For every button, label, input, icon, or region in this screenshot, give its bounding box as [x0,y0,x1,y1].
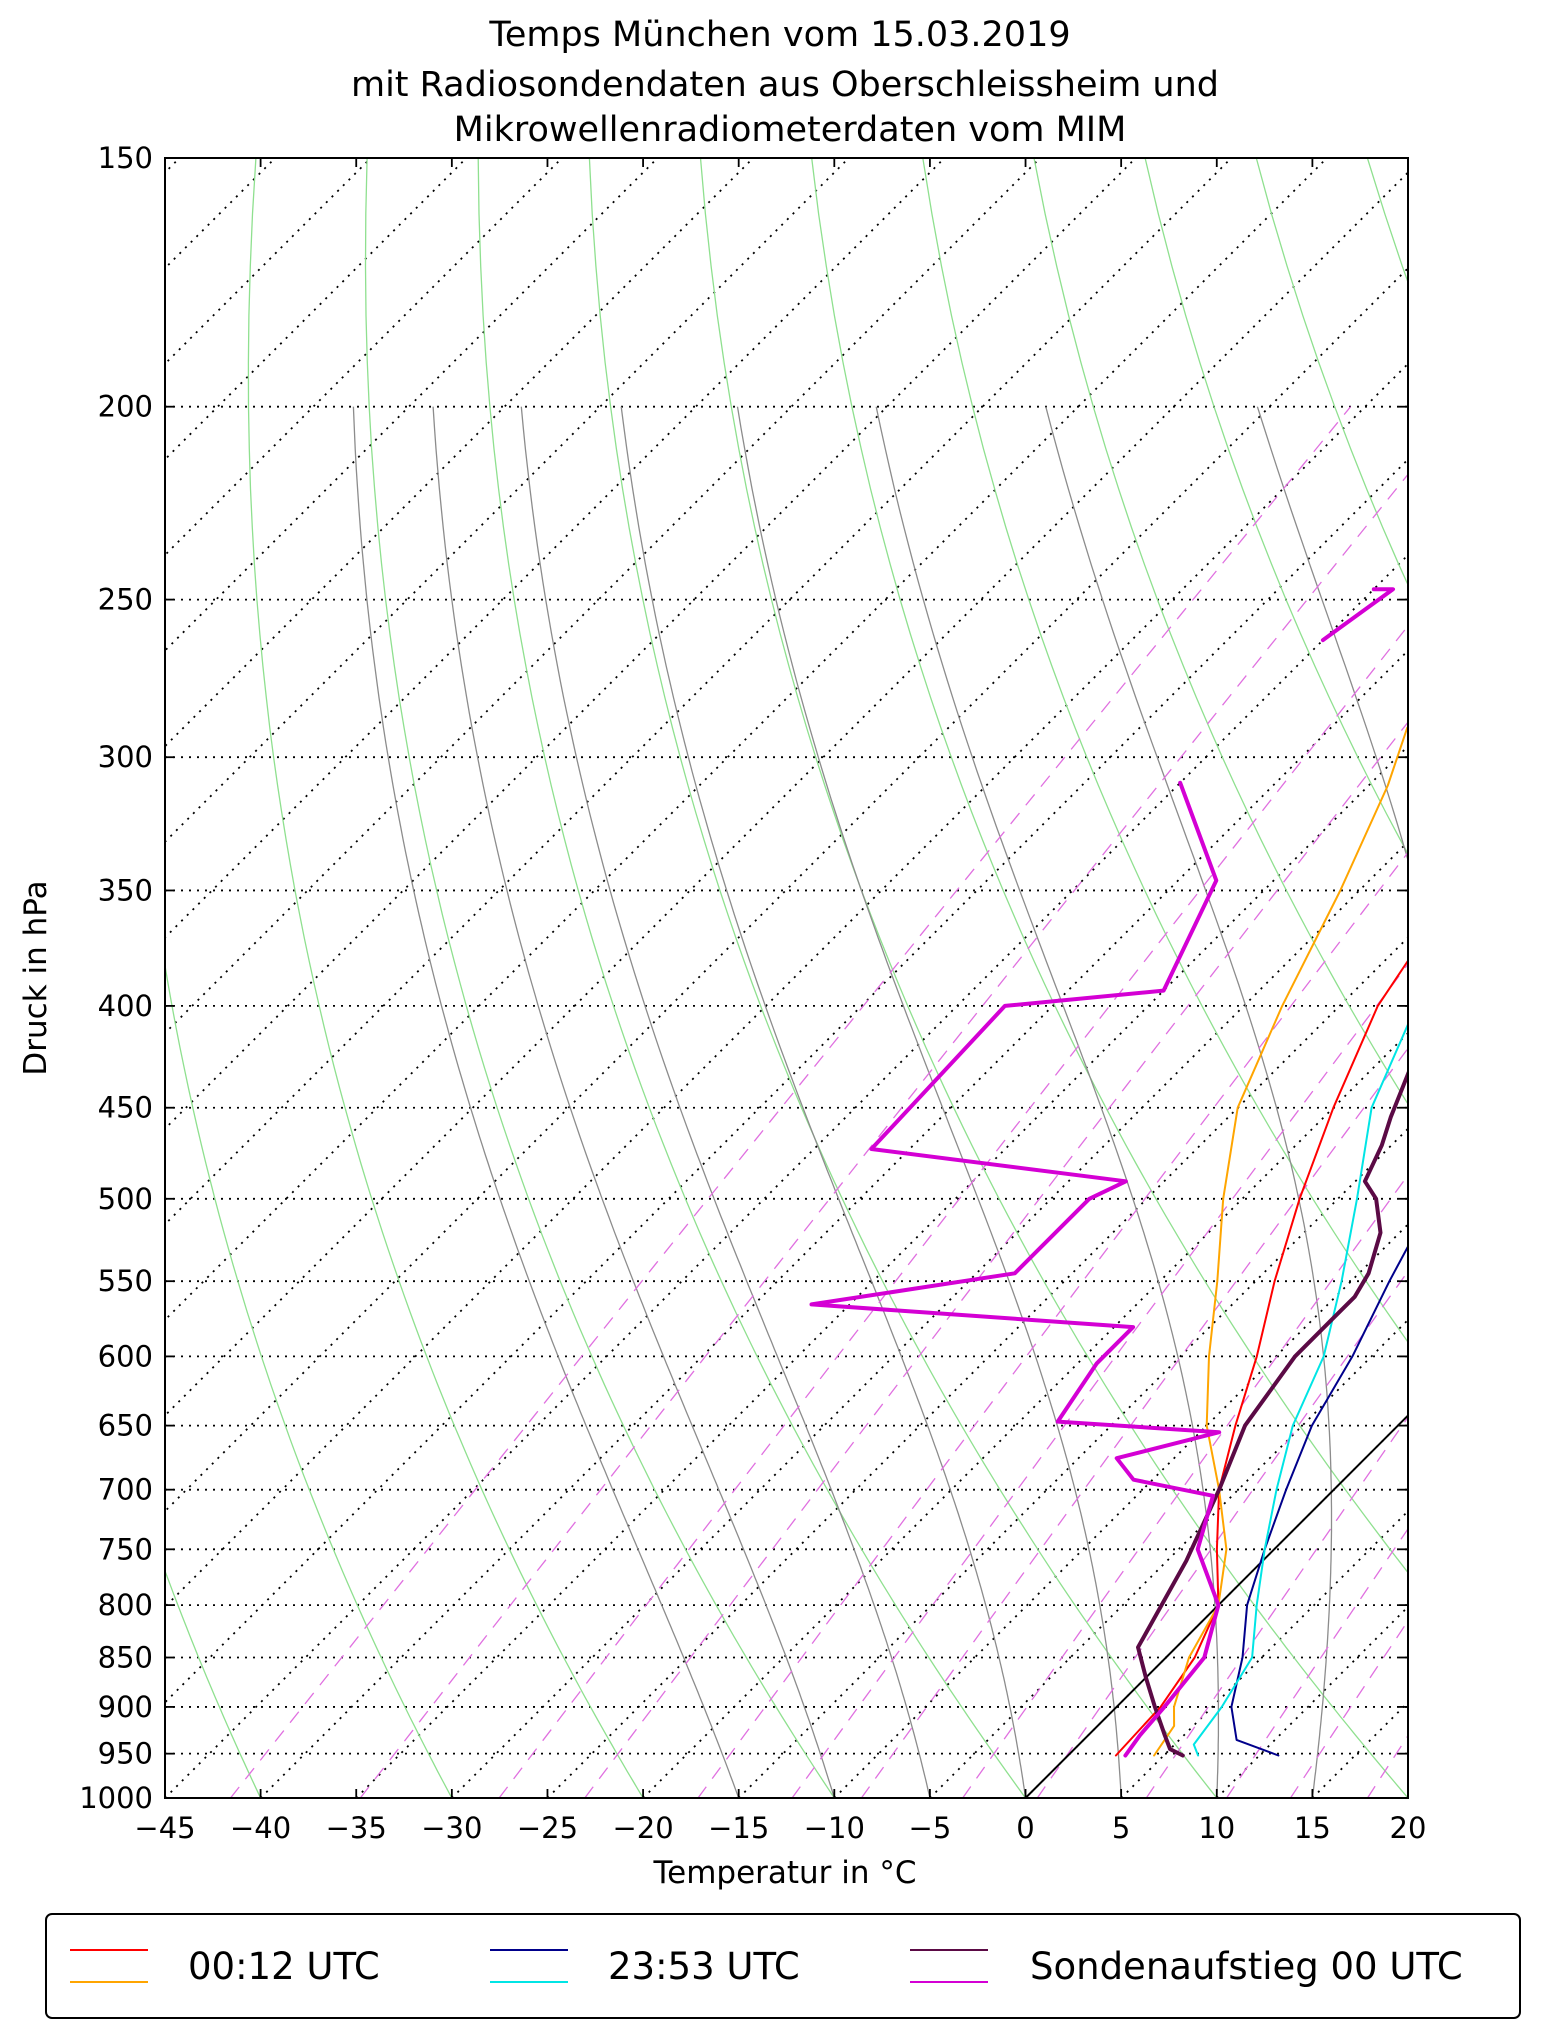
x-tick-label: 5 [1112,1811,1130,1845]
legend-box [45,1913,1521,2019]
mixing-ratio-line [791,963,1408,1798]
y-tick-label: 550 [98,1264,153,1298]
data-series [809,587,1408,1758]
dry-adiabat [1033,158,1408,1106]
y-tick-label: 300 [98,740,153,774]
legend-label: 00:12 UTC [188,1945,380,1988]
y-tick-label: 500 [98,1182,153,1216]
y-tick-label: 700 [98,1473,153,1507]
moist-adiabat [620,406,1027,1798]
plot-background [165,158,1408,1798]
mixing-ratio-line [359,473,1408,1798]
dry-adiabat [165,1569,262,1798]
y-tick-label: 900 [98,1690,153,1724]
dry-adiabat [165,961,453,1798]
x-tick-label: −45 [134,1811,195,1845]
x-tick-label: −15 [708,1811,769,1845]
mixing-ratio-line [584,721,1408,1798]
x-tick-label: −20 [612,1811,673,1845]
dry-adiabat [247,158,644,1798]
moist-adiabat [1256,406,1408,1798]
x-tick-label: 20 [1390,1811,1427,1845]
legend-label: Sondenaufstieg 00 UTC [1030,1945,1463,1988]
y-axis-label: Druck in hPa [18,880,54,1075]
moist-adiabat [1504,407,1542,1798]
y-tick-label: 600 [98,1339,153,1373]
mixing-ratio-line [1430,407,1542,1798]
x-tick-label: −10 [804,1811,865,1845]
chart-title-line-3: Mikrowellenradiometerdaten vom MIM [454,110,1127,150]
series-line [1320,587,1395,643]
y-tick-label: 250 [98,583,153,617]
y-tick-label: 750 [98,1532,153,1566]
y-tick-label: 950 [98,1737,153,1771]
x-tick-label: −30 [421,1811,482,1845]
mixing-ratio-line [498,624,1408,1798]
mixing-ratio-line [1145,1416,1408,1798]
moist-adiabat [875,406,1220,1798]
y-tick-label: 200 [98,390,153,424]
mixing-ratio-line [1289,1619,1408,1798]
y-tick-label: 150 [98,141,153,175]
dry-adiabat [699,158,1408,1798]
series-line [1230,1244,1408,1757]
legend-label: 23:53 UTC [608,1945,800,1988]
y-tick-label: 450 [98,1091,153,1125]
dry-adiabat [588,158,1218,1798]
x-tick-label: −40 [230,1811,291,1845]
x-tick-label: −5 [909,1811,952,1845]
chart-title-line-2: mit Radiosondendaten aus Oberschleisshei… [351,65,1219,105]
legend: 00:12 UTC 23:53 UTC Sondenaufstieg 00 UTC [45,1913,1521,2019]
zero-degree-isotherm [1024,1414,1408,1798]
y-tick-label: 400 [98,989,153,1023]
moist-adiabat [432,406,835,1798]
series-line [809,780,1222,1758]
background-lines [165,158,1542,1798]
mixing-ratio-line [1036,1270,1408,1798]
mixing-ratio-line [1498,407,1542,1798]
x-tick-label: −25 [517,1811,578,1845]
x-tick-label: −35 [326,1811,387,1845]
chart-title-line-1: Temps München vom 15.03.2019 [488,15,1070,55]
moist-adiabat [736,406,1122,1798]
dry-adiabat [1479,158,1542,1798]
dry-adiabat [477,158,1027,1798]
chart-title: Temps München vom 15.03.2019 mit Radioso… [351,15,1219,150]
y-tick-label: 850 [98,1641,153,1675]
mixing-ratio-line [697,851,1408,1798]
x-axis: −45 −40 −35 −30 −25 −20 −15 −10 −5 0 5 10 15 20 [134,158,1426,1845]
x-tick-label: 10 [1198,1811,1235,1845]
plot-area [164,157,1542,1799]
y-tick-label: 650 [98,1409,153,1443]
mixing-ratio-line [1226,1527,1408,1798]
isotherm-gridline [1407,1796,1408,1798]
series-line [1136,1068,1408,1758]
y-tick-label: 800 [98,1588,153,1622]
mixing-ratio-line [229,406,1352,1798]
moist-adiabat [352,406,740,1798]
x-axis-label: Temperatur in °C [652,1855,916,1891]
mixing-ratio-line [962,1173,1408,1798]
x-tick-label: 15 [1294,1811,1331,1845]
dry-adiabat [1144,158,1408,856]
dry-adiabat [922,158,1408,1344]
dry-adiabat [811,158,1408,1574]
plot-frame [164,157,1409,1799]
y-tick-label: 350 [98,873,153,907]
x-tick-label: 0 [1016,1811,1034,1845]
y-axis: 150 200 250 300 350 400 450 500 550 600 650 700 750 8… [79,141,1408,1815]
dry-adiabat [364,158,835,1798]
mixing-ratio-line [860,1047,1408,1798]
moist-adiabat [520,406,931,1798]
y-tick-label: 1000 [79,1781,153,1815]
